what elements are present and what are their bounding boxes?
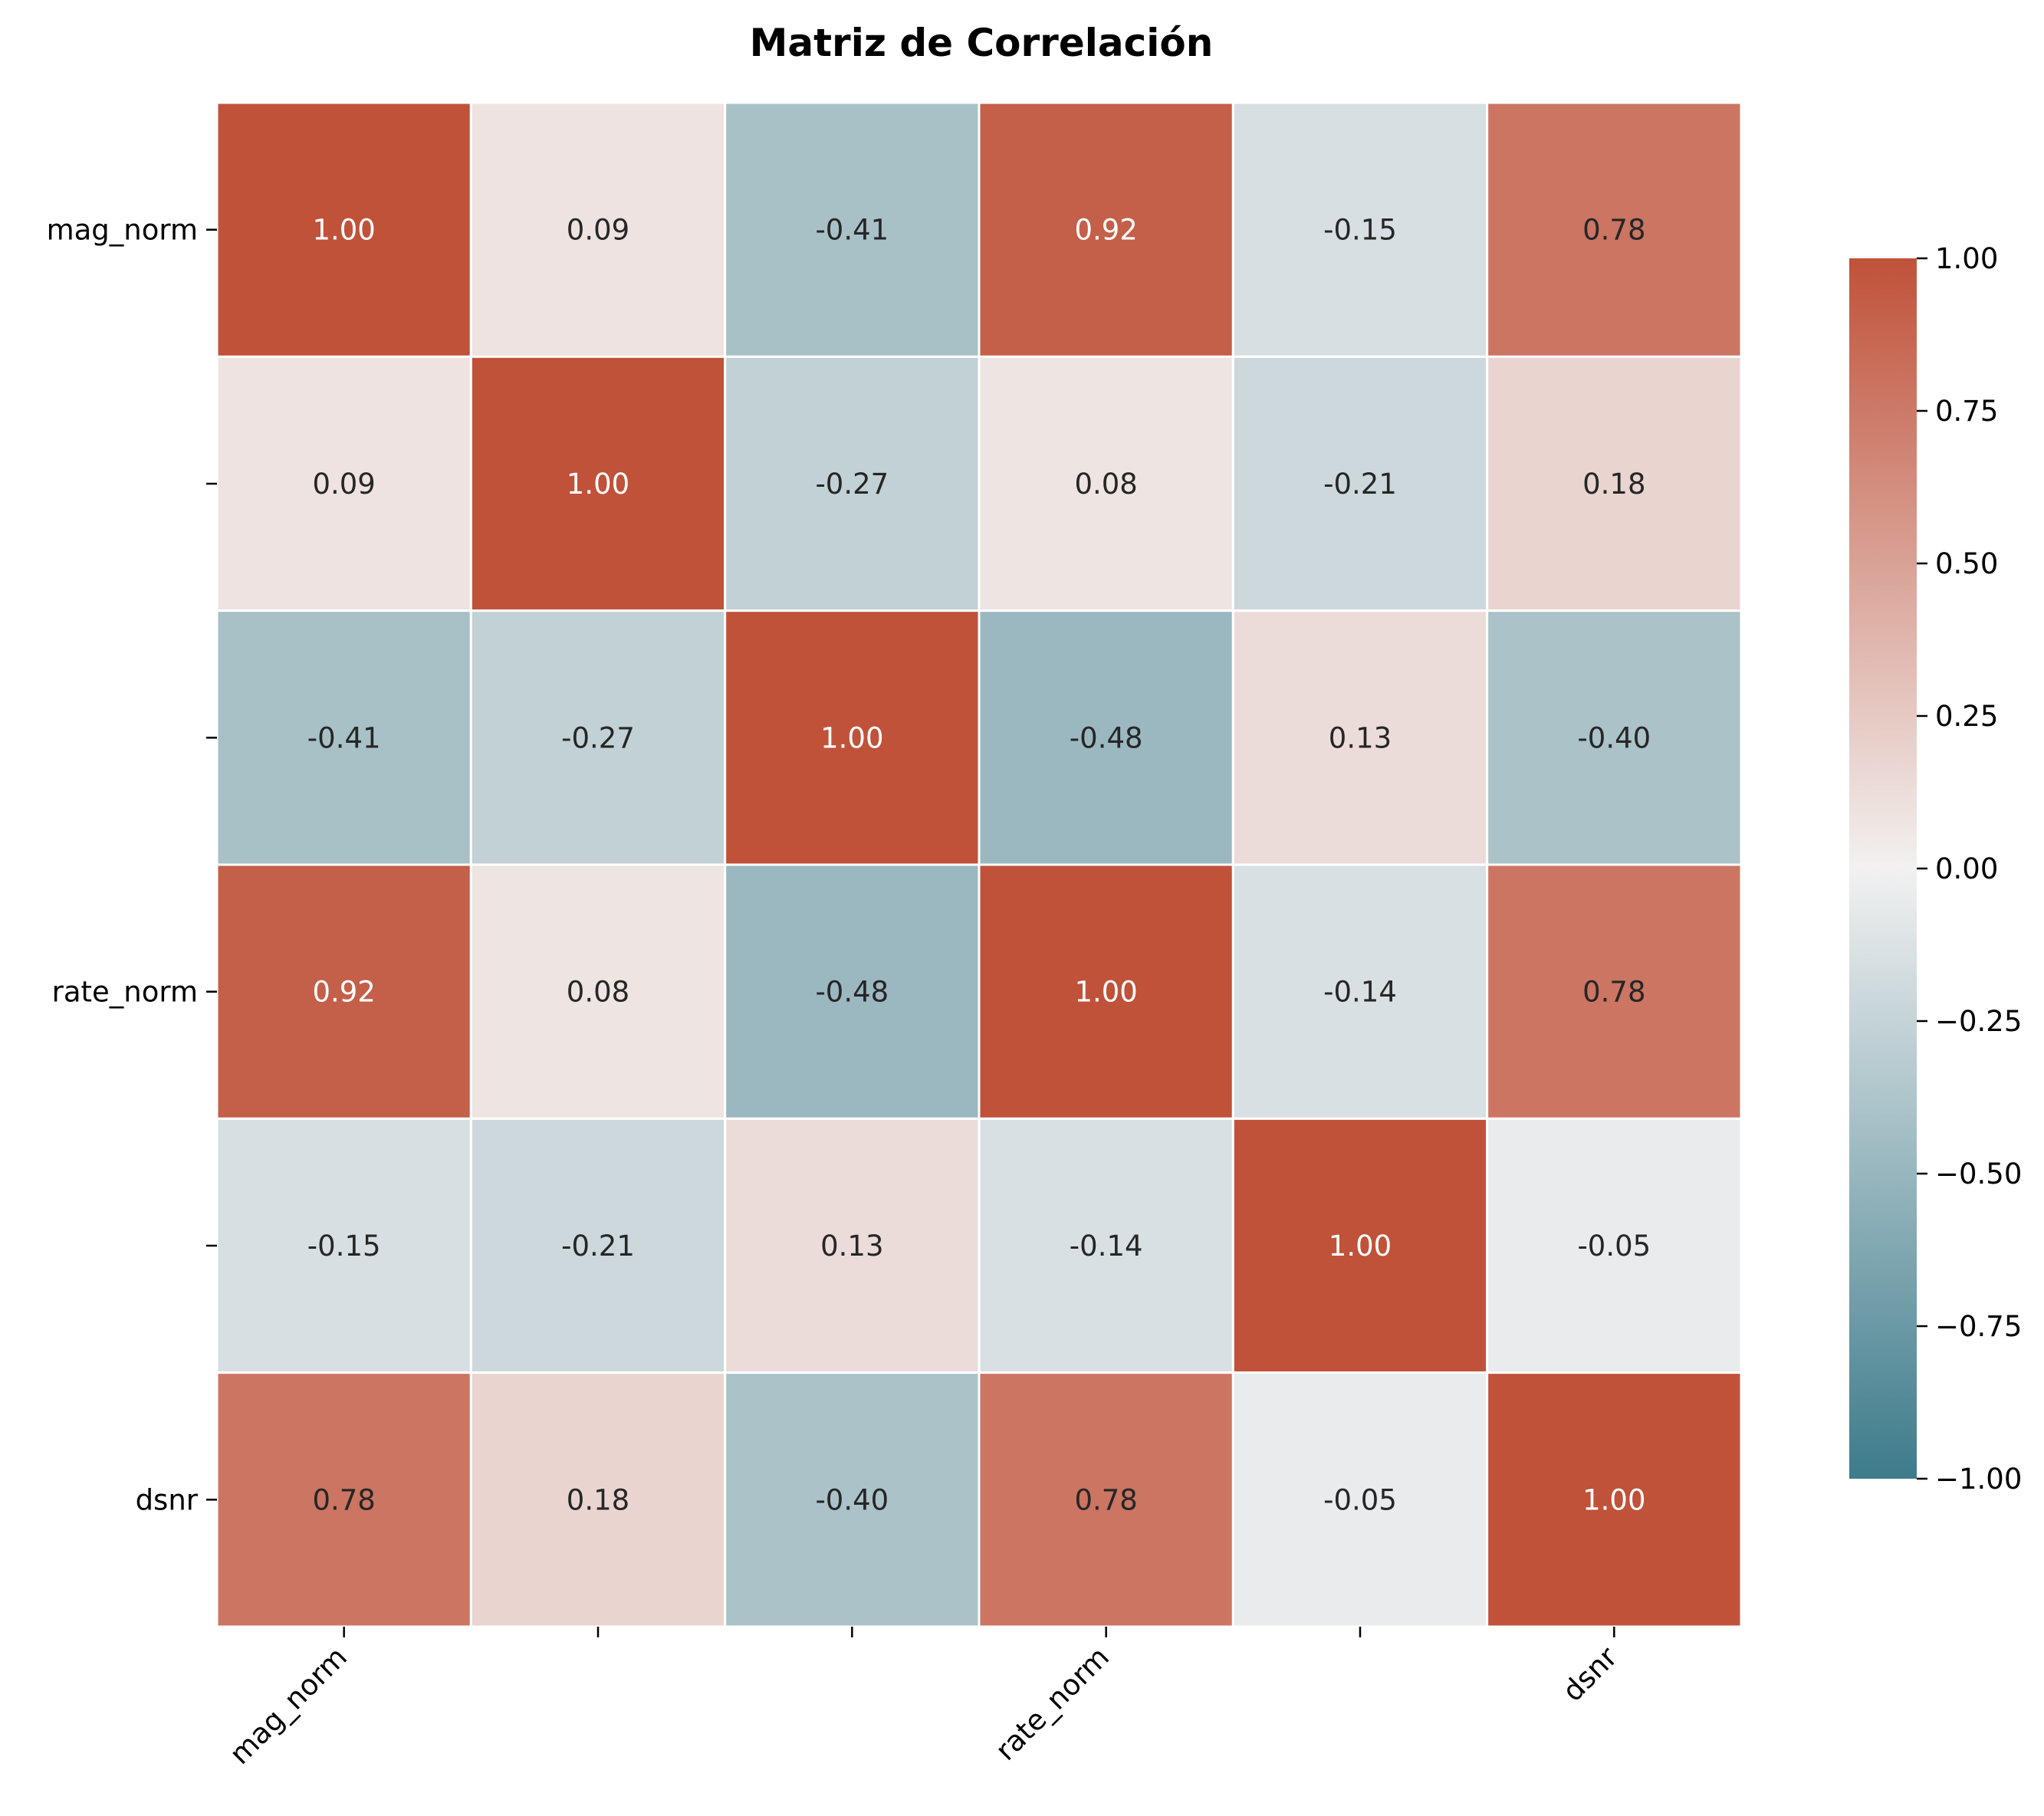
cell-value-r0-c5: 0.78 [1582, 214, 1645, 247]
cell-value-r5-c4: -0.05 [1323, 1483, 1397, 1516]
cell-value-r1-c0: 0.09 [312, 468, 375, 501]
heatmap-cells [215, 101, 1743, 1628]
heatmap-cell-r1-c1 [469, 355, 727, 612]
x-tick-label-5: dsnr [1556, 1640, 1625, 1708]
heatmap-cell-r3-c0 [215, 863, 472, 1120]
heatmap-cell-r0-c0 [215, 101, 472, 358]
heatmap-cell-r1-c5 [1486, 355, 1743, 612]
cell-value-r4-c0: -0.15 [307, 1230, 381, 1263]
cell-value-r0-c1: 0.09 [567, 214, 629, 247]
cell-value-r1-c3: 0.08 [1074, 468, 1137, 501]
cell-value-r3-c4: -0.14 [1323, 976, 1397, 1009]
colorbar-tick-label-5: −0.25 [1935, 1005, 2022, 1038]
cell-value-r2-c3: -0.48 [1070, 721, 1143, 754]
heatmap-cell-r4-c2 [724, 1117, 981, 1374]
cell-value-r3-c3: 1.00 [1074, 976, 1137, 1009]
colorbar-tick-label-7: −0.75 [1935, 1310, 2022, 1343]
colorbar-gradient [1849, 258, 1917, 1479]
x-tick-label-3: rate_norm [989, 1640, 1116, 1767]
heatmap-cell-r2-c5 [1486, 609, 1743, 866]
heatmap-cell-r0-c1 [469, 101, 727, 358]
cell-value-r0-c4: -0.15 [1323, 214, 1397, 247]
heatmap-cell-r0-c4 [1231, 101, 1489, 358]
heatmap-cell-r0-c2 [724, 101, 981, 358]
heatmap-cell-r3-c2 [724, 863, 981, 1120]
cell-value-r5-c0: 0.78 [312, 1483, 375, 1516]
cell-value-r5-c2: -0.40 [815, 1483, 889, 1516]
colorbar-tick-label-1: 0.75 [1935, 395, 1998, 428]
cell-value-r0-c0: 1.00 [312, 214, 375, 247]
cell-value-r1-c2: -0.27 [815, 468, 889, 501]
heatmap-cell-r4-c5 [1486, 1117, 1743, 1374]
chart-title: Matriz de Correlación [750, 21, 1214, 65]
colorbar-tick-label-4: 0.00 [1935, 852, 1998, 885]
cell-value-r2-c0: -0.41 [307, 721, 381, 754]
cell-value-r2-c5: -0.40 [1577, 721, 1651, 754]
cell-value-r4-c4: 1.00 [1329, 1230, 1392, 1263]
heatmap-cell-r2-c3 [978, 609, 1234, 866]
cell-value-r4-c2: 0.13 [820, 1230, 883, 1263]
cell-value-r1-c5: 0.18 [1582, 468, 1645, 501]
cell-value-r2-c2: 1.00 [820, 721, 883, 754]
heatmap-cell-r1-c3 [978, 355, 1234, 612]
cell-value-r2-c4: 0.13 [1329, 721, 1392, 754]
cell-value-r1-c1: 1.00 [567, 468, 629, 501]
heatmap-cell-labels: 1.00 0.09 -0.41 0.92 -0.15 0.78 0.09 1.00 -0.27 0… [307, 214, 1651, 1517]
cell-value-r5-c1: 0.18 [567, 1483, 629, 1516]
y-tick-label-0: mag_norm [47, 214, 198, 247]
heatmap-cell-r3-c5 [1486, 863, 1743, 1120]
colorbar-tick-label-2: 0.50 [1935, 547, 1998, 580]
heatmap-cell-r4-c4 [1231, 1117, 1489, 1374]
x-tick-label-0: mag_norm [223, 1640, 353, 1771]
x-axis: mag_norm rate_norm dsnr [223, 1627, 1624, 1771]
cell-value-r2-c1: -0.27 [561, 721, 635, 754]
heatmap-cell-r5-c5 [1486, 1371, 1743, 1628]
heatmap-cell-r2-c4 [1231, 609, 1489, 866]
cell-value-r3-c1: 0.08 [567, 976, 629, 1009]
cell-value-r5-c5: 1.00 [1582, 1483, 1645, 1516]
y-tick-label-5: dsnr [136, 1483, 199, 1516]
heatmap-cell-r5-c0 [215, 1371, 472, 1628]
heatmap-cell-r5-c4 [1231, 1371, 1489, 1628]
heatmap-cell-r4-c3 [978, 1117, 1234, 1374]
cell-value-r0-c3: 0.92 [1074, 214, 1137, 247]
cell-value-r3-c2: -0.48 [815, 976, 889, 1009]
heatmap-cell-r0-c5 [1486, 101, 1743, 358]
colorbar: 1.00 0.75 0.50 0.25 0.00 −0.25 −0.50 −0.75 −1.00 [1849, 242, 2022, 1496]
cell-value-r1-c4: -0.21 [1323, 468, 1397, 501]
heatmap-cell-r3-c3 [978, 863, 1234, 1120]
cell-value-r0-c2: -0.41 [815, 214, 889, 247]
cell-value-r4-c1: -0.21 [561, 1230, 635, 1263]
heatmap-cell-r3-c4 [1231, 863, 1489, 1120]
colorbar-tick-label-6: −0.50 [1935, 1158, 2022, 1190]
cell-value-r3-c5: 0.78 [1582, 976, 1645, 1009]
heatmap-cell-r4-c0 [215, 1117, 472, 1374]
heatmap-cell-r0-c3 [978, 101, 1234, 358]
y-tick-label-3: rate_norm [52, 976, 198, 1009]
colorbar-tick-label-0: 1.00 [1935, 242, 1998, 275]
colorbar-tick-label-3: 0.25 [1935, 700, 1998, 733]
cell-value-r3-c0: 0.92 [312, 976, 375, 1009]
cell-value-r5-c3: 0.78 [1074, 1483, 1137, 1516]
cell-value-r4-c5: -0.05 [1577, 1230, 1651, 1263]
heatmap-cell-r2-c2 [724, 609, 981, 866]
heatmap-cell-r2-c1 [469, 609, 727, 866]
heatmap-cell-r2-c0 [215, 609, 472, 866]
cell-value-r4-c3: -0.14 [1070, 1230, 1143, 1263]
heatmap-cell-r3-c1 [469, 863, 727, 1120]
colorbar-tick-label-8: −1.00 [1935, 1463, 2022, 1496]
